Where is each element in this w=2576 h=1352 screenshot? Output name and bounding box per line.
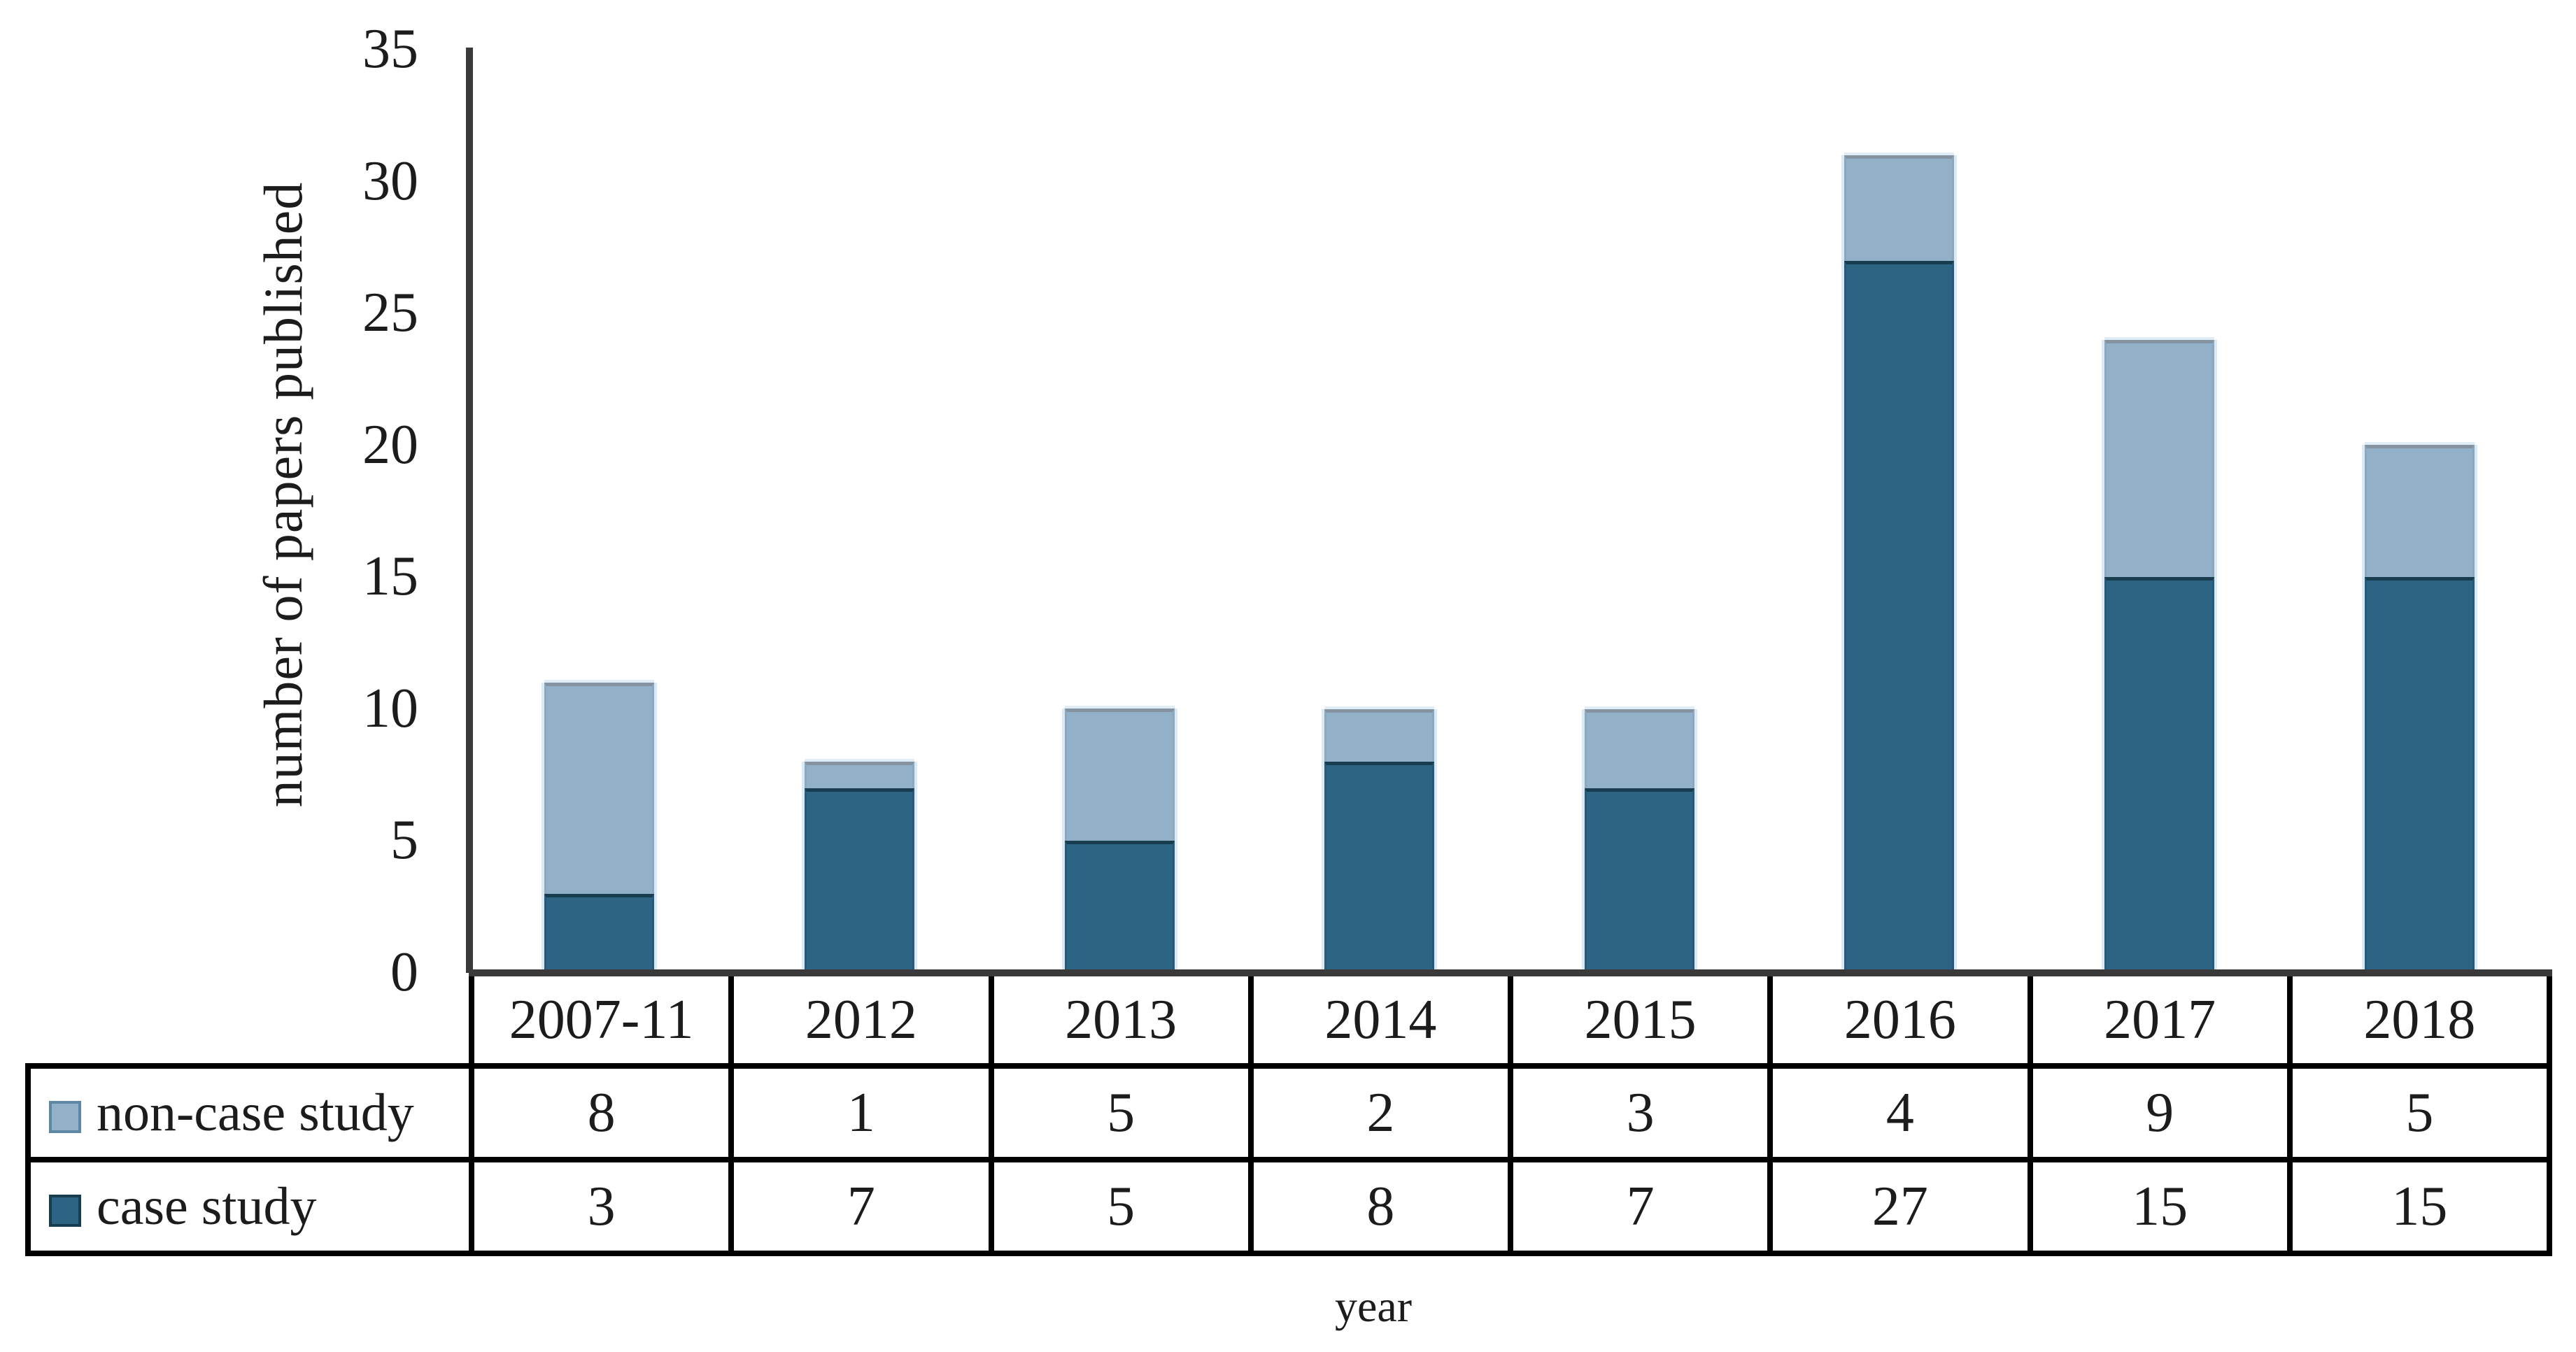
bar-segment-non-case-study [1064, 709, 1175, 841]
bar-2018 [2364, 445, 2475, 973]
bar-segment-non-case-study [2104, 340, 2215, 577]
y-tick-0: 0 [390, 941, 418, 1003]
year-header-cell: 2018 [2286, 969, 2553, 1069]
legend-cell: case study [25, 1157, 474, 1256]
value-cell: 7 [1507, 1157, 1774, 1256]
bar-segment-case-study [2104, 577, 2215, 973]
value-cell: 4 [1767, 1063, 2033, 1162]
data-table: 2007-11 2012 2013 2014 2015 2016 2017 2018 non-… [25, 969, 2553, 1256]
bar-2012 [804, 762, 914, 973]
bar-segment-case-study [1844, 261, 1955, 973]
bar-2014 [1324, 709, 1435, 973]
y-tick-30: 30 [362, 150, 418, 212]
year-header-row: 2007-11 2012 2013 2014 2015 2016 2017 2018 [28, 969, 2553, 1069]
bar-segment-case-study [804, 788, 914, 973]
legend-swatch-icon [49, 1194, 81, 1227]
y-tick-25: 25 [362, 282, 418, 344]
value-cell: 3 [1507, 1063, 1774, 1162]
y-axis-line [466, 48, 473, 973]
x-axis-title: year [1334, 1281, 1413, 1331]
legend-swatch-icon [49, 1100, 81, 1133]
year-header-cell: 2016 [1767, 969, 2033, 1069]
value-cell: 8 [1247, 1157, 1514, 1256]
bar-2015 [1584, 709, 1694, 973]
y-tick-35: 35 [362, 18, 418, 80]
year-header-cell: 2015 [1507, 969, 1774, 1069]
bar-segment-non-case-study [544, 683, 655, 894]
bar-segment-non-case-study [2364, 445, 2475, 577]
legend-cell: non-case study [25, 1063, 474, 1162]
bar-segment-case-study [2364, 577, 2475, 973]
table-head: 2007-11 2012 2013 2014 2015 2016 2017 2018 [28, 969, 2553, 1069]
table-row: case study 3 7 5 8 7 27 15 15 [25, 1157, 2553, 1256]
value-cell: 3 [468, 1157, 735, 1256]
table-body: non-case study 8 1 5 2 3 4 9 5 case study 3 7 5 8 7 27 1… [25, 1063, 2553, 1256]
corner-cell [28, 973, 472, 1066]
y-tick-5: 5 [390, 809, 418, 871]
value-cell: 27 [1767, 1157, 2033, 1256]
bar-2013 [1064, 709, 1175, 973]
value-cell: 7 [728, 1157, 994, 1256]
value-cell: 15 [2286, 1157, 2553, 1256]
legend-label: non-case study [97, 1083, 414, 1142]
bar-segment-non-case-study [804, 762, 914, 788]
table-row: non-case study 8 1 5 2 3 4 9 5 [25, 1063, 2553, 1162]
value-cell: 8 [468, 1063, 735, 1162]
bar-segment-non-case-study [1844, 155, 1955, 261]
value-cell: 5 [988, 1063, 1254, 1162]
bar-segment-case-study [1584, 788, 1694, 973]
year-header-cell: 2014 [1247, 969, 1514, 1069]
y-tick-15: 15 [362, 546, 418, 608]
bar-segment-case-study [1324, 762, 1435, 973]
value-cell: 2 [1247, 1063, 1514, 1162]
bar-segment-non-case-study [1324, 709, 1435, 762]
value-cell: 9 [2027, 1063, 2293, 1162]
bar-2007-11 [544, 683, 655, 973]
value-cell: 15 [2027, 1157, 2293, 1256]
bar-segment-non-case-study [1584, 709, 1694, 788]
bar-2016 [1844, 155, 1955, 973]
bar-2017 [2104, 340, 2215, 973]
bar-segment-case-study [544, 894, 655, 973]
year-header-cell: 2012 [728, 969, 994, 1069]
y-tick-10: 10 [362, 677, 418, 739]
bar-segment-case-study [1064, 841, 1175, 973]
year-header-cell: 2013 [988, 969, 1254, 1069]
year-header-cell: 2017 [2027, 969, 2293, 1069]
year-header-cell: 2007-11 [468, 969, 735, 1069]
value-cell: 5 [2286, 1063, 2553, 1162]
value-cell: 1 [728, 1063, 994, 1162]
legend-label: case study [97, 1176, 317, 1236]
y-tick-20: 20 [362, 413, 418, 476]
value-cell: 5 [988, 1157, 1254, 1256]
